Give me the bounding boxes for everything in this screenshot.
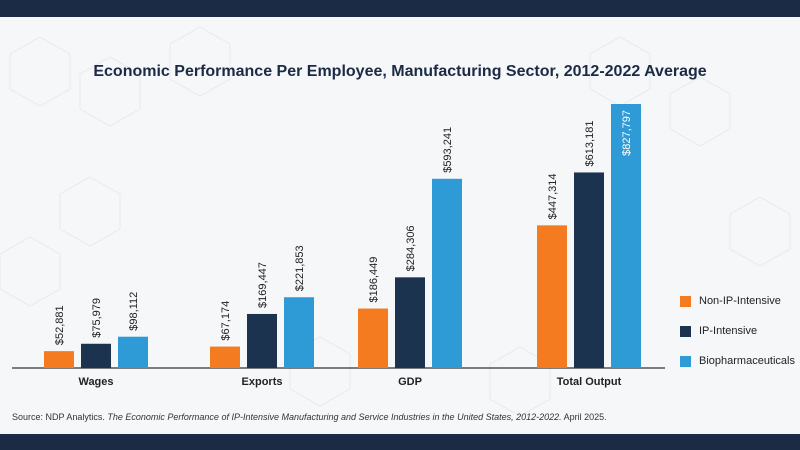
data-label-exports-non-ip-intensive: $67,174 xyxy=(220,301,232,341)
bar-total-output-non-ip-intensive xyxy=(537,225,567,368)
bar-wages-biopharmaceuticals xyxy=(118,336,148,368)
source-prefix: Source: NDP Analytics. xyxy=(12,412,105,422)
source-publication: The Economic Performance of IP-Intensive… xyxy=(107,412,562,422)
top-banner xyxy=(0,0,800,17)
data-label-gdp-non-ip-intensive: $186,449 xyxy=(368,257,380,303)
data-label-exports-ip-intensive: $169,447 xyxy=(257,262,269,308)
source-note: Source: NDP Analytics. The Economic Perf… xyxy=(12,412,607,422)
legend-label-non-ip: Non-IP-Intensive xyxy=(699,295,781,307)
category-label-wages: Wages xyxy=(78,376,113,388)
category-label-gdp: GDP xyxy=(398,376,422,388)
legend-label-bio: Biopharmaceuticals xyxy=(699,355,795,367)
bar-exports-ip-intensive xyxy=(247,313,277,368)
category-label-total-output: Total Output xyxy=(557,376,622,388)
data-label-total-output-biopharmaceuticals: $827,797 xyxy=(621,110,633,156)
legend-swatch-bio xyxy=(680,355,691,367)
legend-item-non-ip: Non-IP-Intensive xyxy=(680,293,795,309)
legend-item-ip: IP-Intensive xyxy=(680,323,795,339)
bar-gdp-ip-intensive xyxy=(395,277,425,368)
source-date: April 2025. xyxy=(563,412,607,422)
legend-swatch-non-ip xyxy=(680,295,691,307)
legend: Non-IP-Intensive IP-Intensive Biopharmac… xyxy=(680,293,795,383)
category-label-exports: Exports xyxy=(242,376,283,388)
bar-gdp-biopharmaceuticals xyxy=(432,178,462,368)
chart-title: Economic Performance Per Employee, Manuf… xyxy=(93,63,707,80)
bar-total-output-ip-intensive xyxy=(574,172,604,368)
legend-item-bio: Biopharmaceuticals xyxy=(680,353,795,369)
bar-exports-biopharmaceuticals xyxy=(284,297,314,368)
legend-swatch-ip xyxy=(680,325,691,337)
legend-label-ip: IP-Intensive xyxy=(699,325,758,337)
bar-exports-non-ip-intensive xyxy=(210,346,240,368)
bar-total-output-biopharmaceuticals xyxy=(611,104,641,368)
bar-wages-ip-intensive xyxy=(81,343,111,368)
data-label-gdp-biopharmaceuticals: $593,241 xyxy=(442,127,454,173)
data-label-exports-biopharmaceuticals: $221,853 xyxy=(294,245,306,291)
bottom-banner xyxy=(0,434,800,450)
data-label-wages-ip-intensive: $75,979 xyxy=(91,298,103,338)
data-label-wages-biopharmaceuticals: $98,112 xyxy=(128,292,140,331)
data-label-gdp-ip-intensive: $284,306 xyxy=(405,225,417,271)
data-label-total-output-ip-intensive: $613,181 xyxy=(584,121,596,167)
data-label-wages-non-ip-intensive: $52,881 xyxy=(54,305,66,345)
bar-gdp-non-ip-intensive xyxy=(358,308,388,368)
data-label-total-output-non-ip-intensive: $447,314 xyxy=(547,173,559,219)
bar-wages-non-ip-intensive xyxy=(44,351,74,368)
